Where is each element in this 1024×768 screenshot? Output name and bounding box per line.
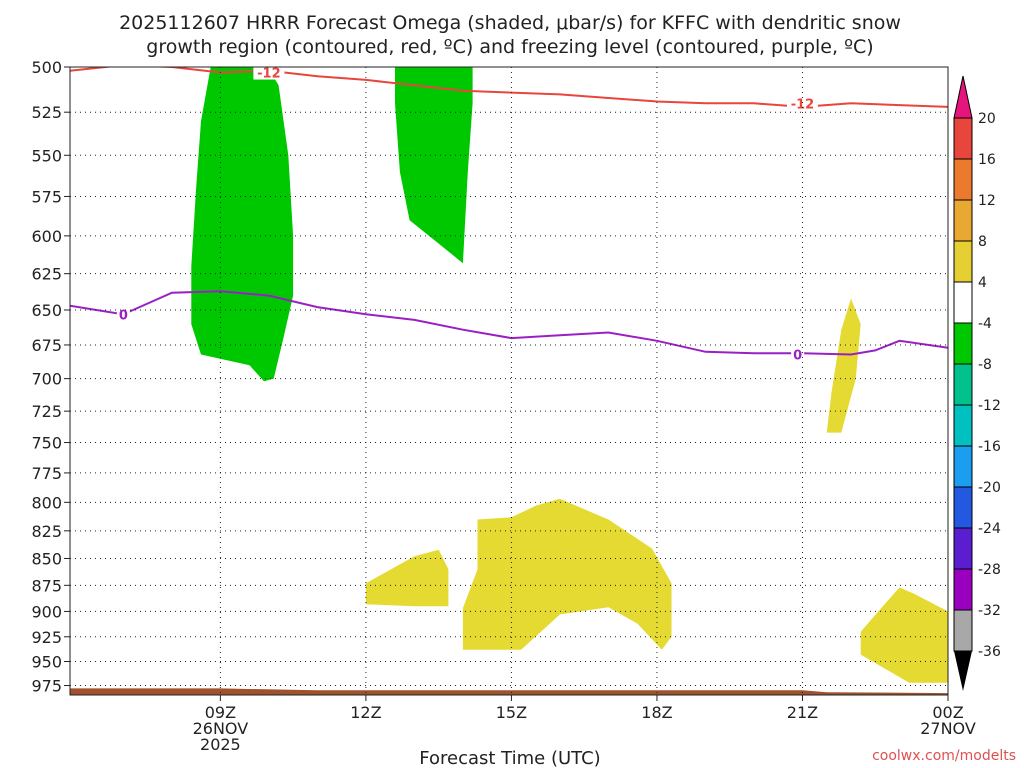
- colorbar-swatch-6: [953, 322, 973, 365]
- x-tick-label-6-1: 12Z: [350, 703, 381, 722]
- colorbar-label-13: -32: [978, 603, 1001, 619]
- colorbar-label-5: 4: [978, 275, 987, 291]
- y-tick-label-675: 675: [31, 336, 62, 355]
- colorbar-top-arrow: [953, 75, 973, 119]
- y-tick-label-750: 750: [31, 434, 62, 453]
- plot-frame: [69, 66, 949, 696]
- omega-shaded-region-1: [191, 67, 294, 382]
- y-tick-label-650: 650: [31, 301, 62, 320]
- colorbar-label-10: -20: [978, 480, 1001, 496]
- colorbar-swatch-2: [953, 158, 973, 201]
- x-tick-label-18-2: 27NOV: [920, 719, 976, 738]
- freezing-level-contour-line: [70, 290, 948, 356]
- colorbar-label-9: -16: [978, 439, 1001, 455]
- chart-title-line1: 2025112607 HRRR Forecast Omega (shaded, …: [119, 12, 901, 34]
- omega-shaded-region-4: [462, 498, 672, 650]
- dgz-contour-label-1: -12: [257, 67, 281, 82]
- plot-area: -12 -12 0 0 500 525 550 575 600 625 650 675 700 725 75…: [31, 58, 975, 754]
- colorbar-label-1: 20: [978, 111, 996, 127]
- freezing-level-contour-label-bg-2: [791, 346, 805, 362]
- colorbar-label-2: 16: [978, 152, 996, 168]
- y-tick-label-625: 625: [31, 265, 62, 284]
- x-tick-label-3-3: 2025: [200, 735, 241, 754]
- y-tick-label-925: 925: [31, 628, 62, 647]
- y-tick-label-800: 800: [31, 493, 62, 512]
- omega-shaded-region-2: [395, 67, 473, 264]
- colorbar-label-4: 8: [978, 234, 987, 250]
- colorbar-swatch-5: [953, 281, 973, 324]
- colorbar-swatch-9: [953, 445, 973, 488]
- y-tick-label-825: 825: [31, 522, 62, 541]
- colorbar-label-11: -24: [978, 521, 1001, 537]
- y-tick-label-500: 500: [31, 58, 62, 77]
- x-tick-label-15-1: 21Z: [787, 703, 818, 722]
- y-tick-label-900: 900: [31, 602, 62, 621]
- colorbar-swatch-12: [953, 568, 973, 611]
- x-tick-label-3-1: 09Z: [205, 703, 236, 722]
- chart-title-line2: growth region (contoured, red, ºC) and f…: [146, 36, 873, 58]
- colorbar-label-14: -36: [978, 644, 1001, 660]
- freezing-level-contour-label-2: 0: [793, 349, 802, 364]
- y-tick-label-950: 950: [31, 652, 62, 671]
- colorbar: 20 16 12 8 4 -4 -8 -12 -16 -20 -24 -28 -32 -36: [953, 75, 1001, 691]
- colorbar-label-6: -4: [978, 316, 992, 332]
- dgz-contour-label-2: -12: [791, 97, 815, 112]
- colorbar-label-12: -28: [978, 562, 1001, 578]
- y-tick-label-875: 875: [31, 576, 62, 595]
- colorbar-swatch-11: [953, 527, 973, 570]
- omega-shaded-region-6: [860, 587, 948, 683]
- y-tick-label-700: 700: [31, 370, 62, 389]
- x-tick-label-9-1: 15Z: [496, 703, 527, 722]
- y-tick-label-575: 575: [31, 187, 62, 206]
- colorbar-swatch-4: [953, 240, 973, 283]
- colorbar-swatch-10: [953, 486, 973, 529]
- site-credit: coolwx.com/modelts: [872, 748, 1016, 764]
- colorbar-label-3: 12: [978, 193, 996, 209]
- colorbar-swatch-7: [953, 363, 973, 406]
- y-tick-label-775: 775: [31, 464, 62, 483]
- colorbar-swatch-3: [953, 199, 973, 242]
- x-axis-label: Forecast Time (UTC): [419, 748, 600, 768]
- y-tick-label-725: 725: [31, 402, 62, 421]
- colorbar-label-7: -8: [978, 357, 992, 373]
- colorbar-swatch-1: [953, 117, 973, 160]
- dgz-contour-label-bg-1: [253, 67, 285, 80]
- freezing-level-contour-label-1: 0: [119, 308, 128, 323]
- colorbar-label-8: -12: [978, 398, 1001, 414]
- x-tick-label-12-1: 18Z: [641, 703, 672, 722]
- omega-shaded-region-5: [826, 298, 861, 433]
- plot-content: -12 -12 0 0: [70, 67, 948, 695]
- y-tick-label-850: 850: [31, 549, 62, 568]
- omega-shaded-region-3: [365, 549, 449, 607]
- colorbar-bottom-arrow: [954, 651, 972, 691]
- y-tick-label-550: 550: [31, 146, 62, 165]
- x-tick-label-18-1: 00Z: [932, 703, 963, 722]
- colorbar-swatch-8: [953, 404, 973, 447]
- x-tick-label-3-2: 26NOV: [193, 719, 249, 738]
- colorbar-swatch-13: [953, 609, 973, 652]
- y-tick-label-975: 975: [31, 677, 62, 696]
- terrain-band: [70, 688, 948, 695]
- y-tick-label-600: 600: [31, 227, 62, 246]
- y-tick-label-525: 525: [31, 103, 62, 122]
